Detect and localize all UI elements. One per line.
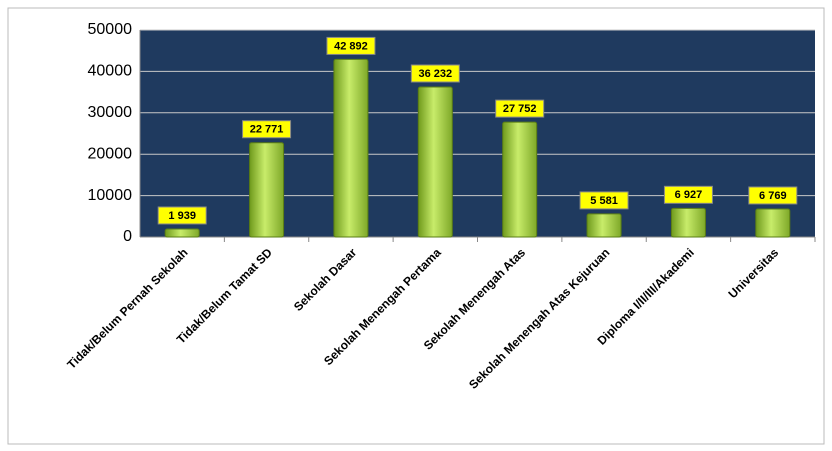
- y-tick-label: 30000: [88, 104, 133, 121]
- value-label-box: [748, 186, 798, 205]
- value-label: 5 581: [590, 195, 618, 207]
- bar: [670, 207, 706, 238]
- bar: [502, 121, 538, 238]
- bar: [417, 86, 453, 238]
- value-label-box: [157, 206, 207, 225]
- bar: [249, 142, 285, 238]
- value-label-box: [410, 64, 460, 83]
- value-label: 42 892: [334, 40, 368, 52]
- value-label: 22 771: [250, 124, 284, 136]
- bar: [333, 58, 369, 238]
- value-label-box: [326, 36, 376, 55]
- bar: [164, 228, 200, 238]
- value-label-box: [579, 191, 629, 210]
- value-label: 27 752: [503, 103, 537, 115]
- y-tick-label: 10000: [88, 187, 133, 204]
- bar: [586, 213, 622, 238]
- value-label: 6 769: [759, 190, 787, 202]
- value-label: 1 939: [168, 210, 196, 222]
- y-tick-label: 40000: [88, 63, 133, 80]
- y-tick-label: 20000: [88, 145, 133, 162]
- y-tick-label: 0: [123, 228, 132, 245]
- value-label: 6 927: [675, 189, 703, 201]
- value-label-box: [242, 120, 292, 139]
- value-label-box: [663, 185, 713, 204]
- value-label-box: [495, 99, 545, 118]
- y-tick-label: 50000: [88, 21, 133, 38]
- value-label: 36 232: [418, 68, 452, 80]
- plot-area: [140, 30, 815, 237]
- bar: [755, 208, 791, 238]
